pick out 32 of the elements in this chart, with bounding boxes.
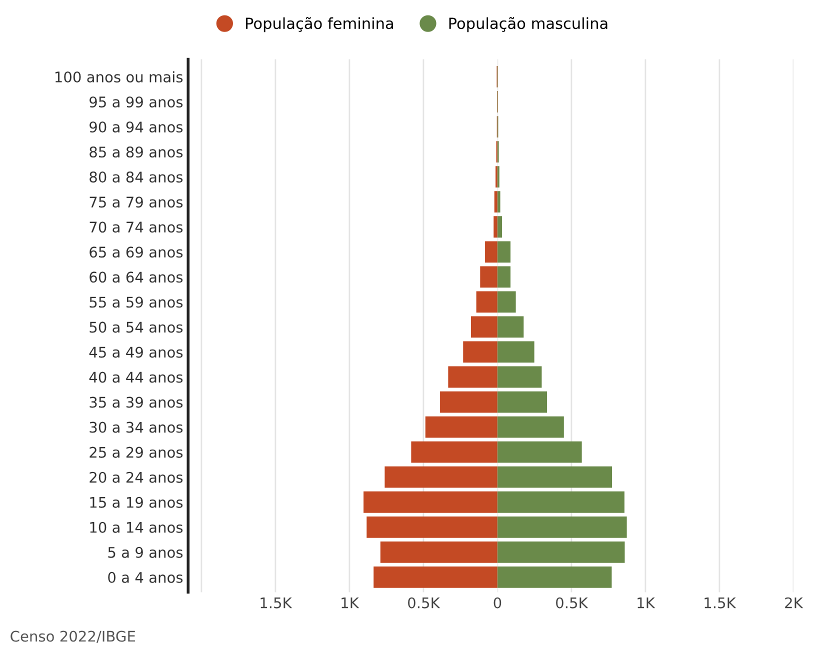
y-tick-label: 5 a 9 anos <box>108 546 183 558</box>
y-tick-label: 10 a 14 anos <box>90 522 183 533</box>
x-tick-label: 0.5K <box>408 597 440 608</box>
y-tick-label: 45 a 49 anos <box>89 346 183 358</box>
x-tick-label: 1K <box>638 598 656 608</box>
y-tick-label: 20 a 24 anos <box>90 472 183 483</box>
y-tick-label: 95 a 99 anos <box>90 96 183 108</box>
x-tick-label: 1.5K <box>704 598 736 608</box>
x-tick-label: 0.5K <box>556 597 588 608</box>
y-tick-label: 90 a 94 anos <box>90 122 183 133</box>
legend-label: População masculina <box>449 17 608 32</box>
y-tick-label: 80 a 84 anos <box>90 172 183 183</box>
y-tick-label: 85 a 89 anos <box>90 146 183 158</box>
y-tick-label: 35 a 39 anos <box>90 396 183 408</box>
y-tick-label: 75 a 79 anos <box>90 196 183 208</box>
y-tick-label: 25 a 29 anos <box>90 446 183 458</box>
y-tick-label: 30 a 34 anos <box>90 422 183 433</box>
y-tick-label: 70 a 74 anos <box>90 222 183 233</box>
y-tick-label: 55 a 59 anos <box>90 296 183 308</box>
x-tick-label: 1K <box>342 598 360 608</box>
text: Censo 2022/IBGE <box>10 630 136 643</box>
x-tick-label: 1.5K <box>260 598 292 608</box>
legend-label: População feminina <box>246 17 393 32</box>
y-tick-label: 50 a 54 anos <box>90 322 183 333</box>
x-tick-label: 0 <box>494 597 502 608</box>
y-tick-label: 100 anos ou mais <box>55 71 183 82</box>
x-tick-label: 2K <box>785 597 804 608</box>
y-tick-label: 60 a 64 anos <box>90 272 183 283</box>
y-tick-label: 15 a 19 anos <box>90 496 183 508</box>
y-tick-label: 65 a 69 anos <box>90 246 183 258</box>
y-tick-label: 40 a 44 anos <box>89 372 183 383</box>
y-tick-label: 0 a 4 anos <box>108 572 183 583</box>
